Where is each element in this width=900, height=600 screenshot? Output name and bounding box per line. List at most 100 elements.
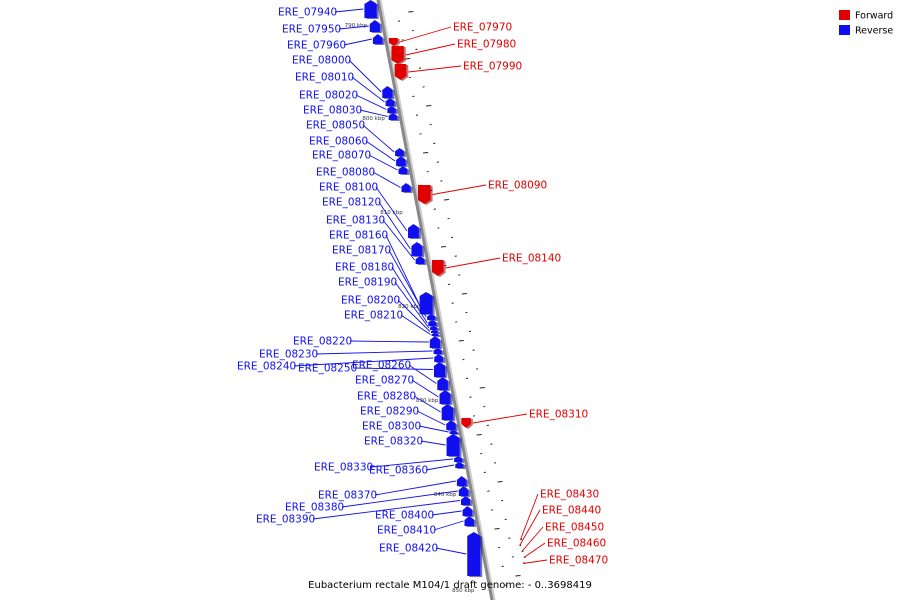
gene-label: ERE_08160 (329, 230, 388, 242)
gene-ERE_08280 (441, 404, 456, 421)
tick-label: 810 kbp (380, 210, 403, 216)
minor-tick (468, 330, 472, 333)
minor-tick (469, 396, 472, 398)
leader-line (343, 38, 373, 46)
minor-tick (412, 95, 415, 98)
leader-line (351, 76, 385, 103)
gene-label: ERE_08360 (369, 465, 428, 477)
minor-tick (454, 255, 457, 257)
gene-ERE_07990 (394, 64, 409, 81)
leader-line (523, 542, 546, 558)
leader-line (365, 140, 396, 162)
minor-tick (429, 123, 432, 126)
gene-label: ERE_08400 (375, 510, 434, 522)
leader-line (397, 299, 431, 332)
gene-ERE_08160 (419, 292, 435, 315)
gene-body (428, 320, 437, 326)
gene-label: ERE_08140 (502, 253, 561, 265)
gene-ERE_08000 (382, 86, 395, 99)
gene-body (467, 532, 481, 576)
leader-line (312, 500, 461, 520)
legend-label-reverse: Reverse (855, 26, 893, 37)
gene-label: ERE_08430 (540, 489, 599, 501)
gene-body (411, 242, 423, 256)
gene-label: ERE_08330 (314, 462, 373, 474)
gene-ERE_08300 (449, 430, 460, 435)
gene-body (464, 516, 474, 526)
gene-label: ERE_08380 (285, 502, 344, 514)
minor-tick (443, 199, 450, 201)
gene-body (382, 86, 393, 98)
gene-body (462, 506, 473, 516)
gene-body (388, 113, 398, 120)
gene-ERE_08230 (433, 348, 444, 355)
leader-line (334, 8, 364, 13)
gene-label: ERE_08090 (488, 180, 547, 192)
gene-label: ERE_07980 (457, 39, 516, 51)
minor-tick (405, 58, 411, 60)
minor-tick (447, 217, 450, 220)
leader-line (385, 234, 419, 304)
minor-tick (415, 114, 419, 116)
gene-label: ERE_08310 (529, 409, 588, 421)
leader-line (399, 26, 452, 43)
minor-tick (497, 546, 501, 549)
legend-swatch-reverse (839, 25, 850, 35)
gene-body (458, 486, 469, 496)
gene-label: ERE_08420 (379, 543, 438, 555)
minor-tick (487, 490, 490, 492)
gene-ERE_08400 (462, 506, 475, 517)
gene-ERE_08010 (385, 98, 397, 107)
leader-line (408, 364, 437, 384)
gene-ERE_07950 (369, 20, 382, 33)
minor-tick (408, 76, 411, 79)
leader-line (354, 367, 433, 370)
minor-tick (515, 575, 521, 577)
leader-line (391, 266, 428, 324)
gene-ERE_08290 (446, 420, 458, 431)
leader-line (520, 493, 539, 540)
gene-body (395, 148, 404, 156)
gene-ERE_08180 (428, 320, 439, 327)
gene-ERE_07940 (364, 0, 379, 19)
minor-tick (483, 471, 486, 474)
tick-label: 790 kbp (345, 23, 368, 29)
gene-body (415, 256, 425, 264)
tick-layer: 790 kbp 800 kbp 810 kbp 820 kbp 830 kbp 840 k… (345, 11, 521, 594)
gene-ERE_08140 (431, 260, 446, 277)
gene-body (439, 390, 451, 404)
minor-tick (479, 387, 485, 389)
legend: Forward Reverse (839, 10, 893, 37)
gene-ERE_08250 (433, 362, 448, 378)
gene-label: ERE_08460 (547, 538, 606, 550)
minor-tick (486, 424, 489, 427)
leader-line (359, 109, 388, 117)
minor-tick (401, 39, 404, 41)
minor-tick (408, 11, 414, 13)
minor-tick (418, 67, 422, 69)
minor-tick (440, 180, 443, 182)
gene-body (456, 476, 467, 486)
leader-line (348, 59, 382, 93)
leader-line (408, 65, 462, 73)
gene-label: ERE_08280 (357, 391, 416, 403)
gene-ERE_08080 (401, 183, 413, 193)
gene-body (388, 38, 398, 46)
gene-ERE_08310 (461, 418, 473, 429)
leader-line (293, 357, 434, 367)
legend-swatch-forward (839, 10, 850, 20)
legend-label-forward: Forward (855, 11, 893, 22)
gene-label: ERE_08410 (377, 525, 436, 537)
minor-tick (497, 481, 503, 483)
minor-tick (462, 358, 465, 361)
leader-line (433, 520, 464, 531)
minor-tick (505, 584, 508, 586)
gene-label: ERE_08100 (319, 182, 378, 194)
minor-tick (451, 302, 454, 304)
tick-label: 840 kbp (434, 492, 457, 498)
leader-line (432, 184, 487, 195)
minor-tick (397, 20, 401, 22)
leader-line (355, 94, 387, 110)
gene-body (401, 183, 411, 192)
gene-label: ERE_08190 (338, 277, 397, 289)
